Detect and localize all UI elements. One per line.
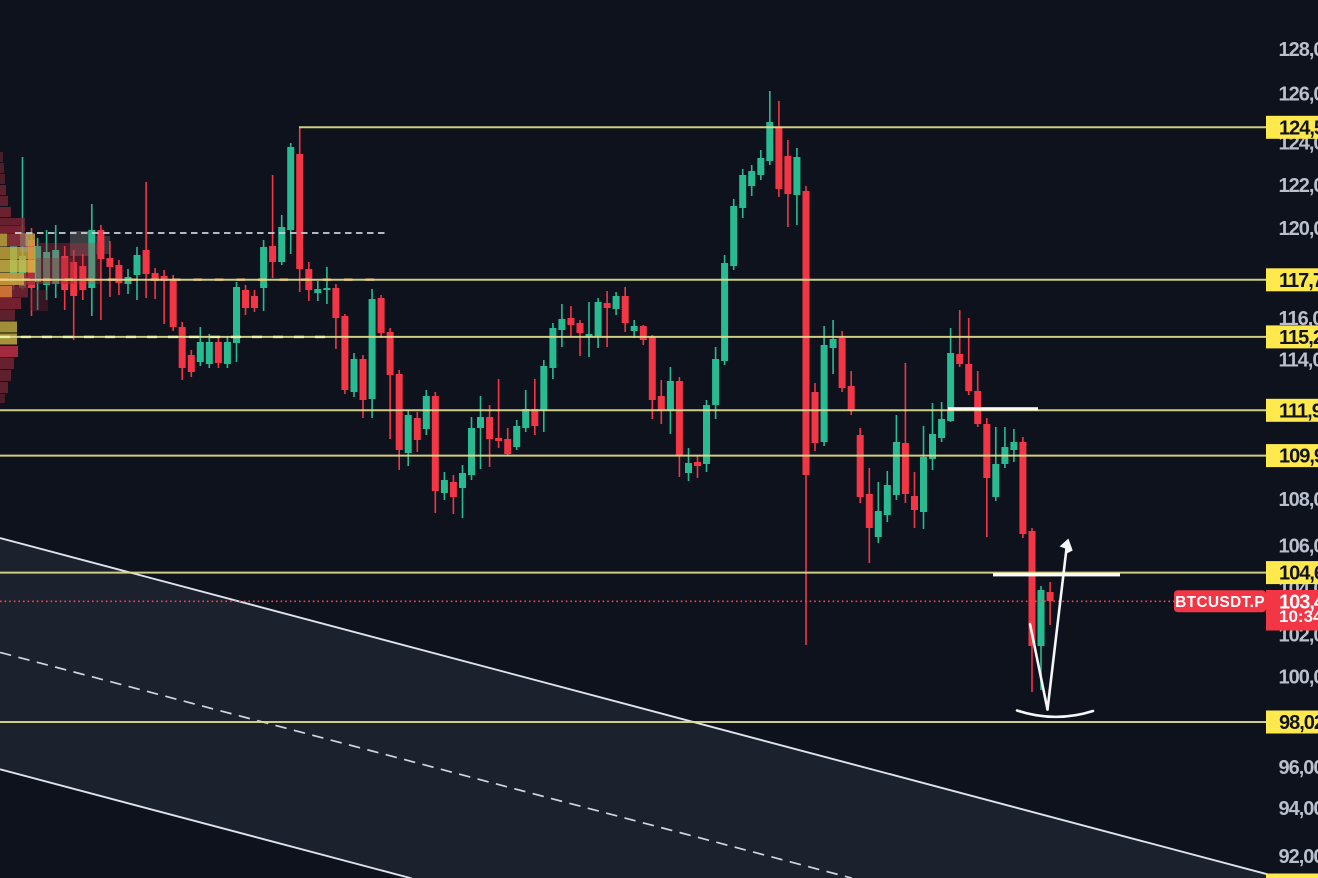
svg-text:116,00: 116,00 bbox=[1279, 308, 1318, 330]
svg-text:124,58: 124,58 bbox=[1279, 117, 1318, 139]
svg-text:128,00: 128,00 bbox=[1279, 39, 1318, 61]
svg-text:111,99: 111,99 bbox=[1279, 400, 1318, 422]
svg-text:115,29: 115,29 bbox=[1279, 327, 1318, 349]
svg-text:BTCUSDT.P: BTCUSDT.P bbox=[1175, 594, 1265, 611]
svg-text:122,00: 122,00 bbox=[1279, 175, 1318, 197]
svg-text:100,00: 100,00 bbox=[1279, 667, 1318, 689]
svg-text:114,00: 114,00 bbox=[1279, 350, 1318, 372]
svg-text:103,49: 103,49 bbox=[1279, 591, 1318, 613]
svg-text:109,99: 109,99 bbox=[1279, 446, 1318, 468]
svg-text:120,00: 120,00 bbox=[1279, 218, 1318, 240]
svg-text:126,00: 126,00 bbox=[1279, 84, 1318, 106]
svg-text:94,000: 94,000 bbox=[1279, 798, 1318, 820]
svg-text:10:34: 10:34 bbox=[1279, 607, 1318, 626]
svg-text:108,00: 108,00 bbox=[1279, 489, 1318, 511]
svg-text:98,025: 98,025 bbox=[1279, 712, 1318, 734]
svg-text:117,76: 117,76 bbox=[1279, 270, 1318, 292]
svg-text:96,000: 96,000 bbox=[1279, 757, 1318, 779]
svg-text:92,000: 92,000 bbox=[1279, 846, 1318, 868]
svg-text:104,69: 104,69 bbox=[1279, 563, 1318, 585]
svg-text:106,00: 106,00 bbox=[1279, 536, 1318, 558]
